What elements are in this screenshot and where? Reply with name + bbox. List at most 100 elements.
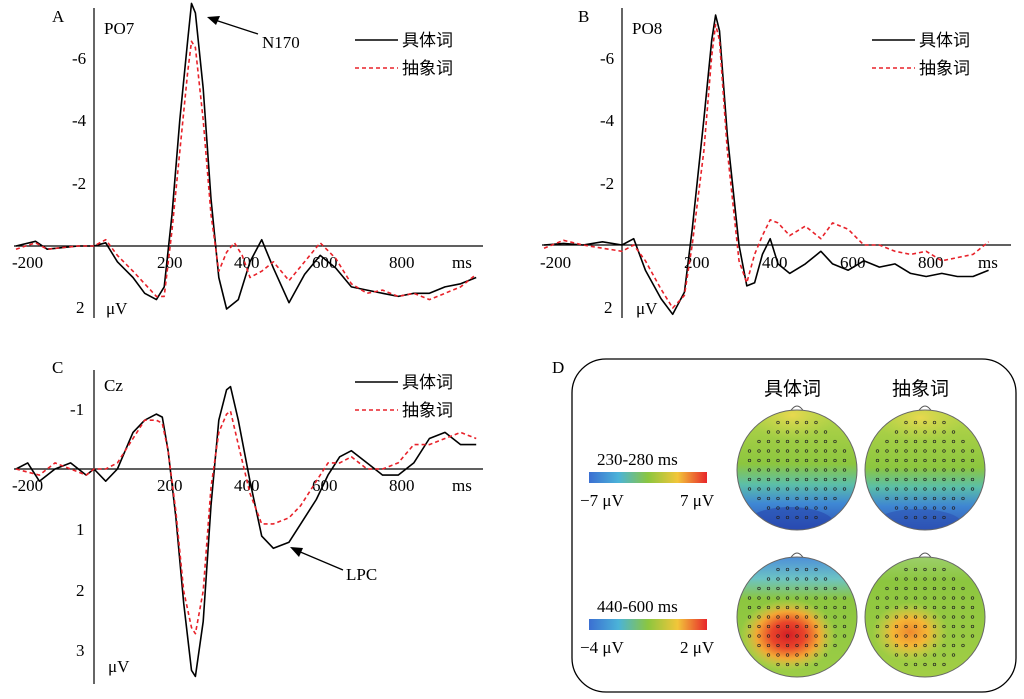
electrode-grid <box>747 420 847 520</box>
electrode-dot <box>904 567 908 572</box>
electrode-dot <box>913 634 918 638</box>
electrode-dot <box>961 439 965 444</box>
electrode-dot <box>776 449 780 453</box>
electrode-dot <box>913 596 918 600</box>
electrode-dot <box>951 586 956 591</box>
electrode-dot <box>961 458 965 463</box>
electrode-dot <box>913 439 918 444</box>
electrode-dot <box>885 477 889 482</box>
electrode-dot <box>747 634 752 638</box>
electrode-dot <box>970 596 975 600</box>
y-tick-b-2: -4 <box>600 111 615 130</box>
electrode-dot <box>951 615 956 619</box>
electrode-dot <box>823 624 828 629</box>
electrode-dot <box>913 662 918 667</box>
electrode-dot <box>842 605 847 610</box>
electrode-dot <box>804 496 809 501</box>
electrode-dot <box>970 634 975 638</box>
electrode-dot <box>970 477 975 482</box>
electrode-dot <box>894 615 899 619</box>
legend-label-c-2: 抽象词 <box>402 401 453 421</box>
electrode-dot <box>885 596 889 600</box>
electrode-dot <box>766 468 771 472</box>
annotation-arrowhead-a <box>207 16 220 25</box>
electrode-dot <box>913 586 918 591</box>
electrode-dot <box>814 596 818 600</box>
electrode-dot <box>795 477 799 482</box>
electrode-dot <box>785 487 790 491</box>
x-tick-b-4: 600 <box>840 253 866 272</box>
electrode-dot <box>757 615 761 619</box>
electrode-dot <box>923 439 927 444</box>
electrode-dot <box>776 586 780 591</box>
topomap-abstract-440-600 <box>864 552 986 678</box>
electrode-dot <box>747 624 752 629</box>
electrode-dot <box>923 468 927 472</box>
electrode-dot <box>904 515 908 520</box>
x-tick-c-1: -200 <box>12 476 43 495</box>
electrode-dot <box>942 420 946 425</box>
electrode-dot <box>785 449 790 453</box>
electrode-dot <box>833 624 837 629</box>
y-tick-c-1: -1 <box>70 400 84 419</box>
electrode-dot <box>932 577 937 581</box>
electrode-dot <box>814 634 818 638</box>
electrode-dot <box>833 586 837 591</box>
electrode-dot <box>757 596 761 600</box>
electrode-dot <box>932 506 937 510</box>
electrode-dot <box>894 439 899 444</box>
y-tick-c-2: 1 <box>76 520 85 539</box>
electrode-dot <box>932 653 937 657</box>
electrode-dot <box>766 624 771 629</box>
electrode-dot <box>932 605 937 610</box>
electrode-dot <box>885 605 889 610</box>
electrode-dot <box>942 634 946 638</box>
electrode-dot <box>804 420 809 425</box>
electrode-dot <box>823 477 828 482</box>
electrode-dot <box>747 487 752 491</box>
electrode-dot <box>904 439 908 444</box>
electrode-dot <box>804 477 809 482</box>
electrode-dot <box>913 605 918 610</box>
electrode-dot <box>923 458 927 463</box>
electrode-dot <box>757 605 761 610</box>
electrode-dot <box>942 506 946 510</box>
legend-label-a-2: 抽象词 <box>402 59 453 79</box>
y-tick-b-4: 2 <box>604 298 613 317</box>
y-unit-c: μV <box>108 657 130 676</box>
electrode-dot <box>932 449 937 453</box>
electrode-dot <box>833 634 837 638</box>
electrode-dot <box>904 624 908 629</box>
series-line-concrete <box>15 385 477 678</box>
electrode-dot <box>951 468 956 472</box>
electrode-dot <box>823 430 828 434</box>
y-tick-c-3: 2 <box>76 581 85 600</box>
electrode-dot <box>875 458 880 463</box>
electrode-dot <box>942 596 946 600</box>
series-line-concrete <box>543 14 989 316</box>
electrode-dot <box>932 634 937 638</box>
electrode-dot <box>932 458 937 463</box>
electrode-dot <box>923 577 927 581</box>
electrode-dot <box>766 615 771 619</box>
electrode-dot <box>894 477 899 482</box>
electrode-dot <box>785 458 790 463</box>
electrode-dot <box>961 449 965 453</box>
y-tick-a-3: -2 <box>72 174 86 193</box>
x-unit-c: ms <box>452 476 472 495</box>
electrode-dot <box>823 496 828 501</box>
electrode-dot <box>904 605 908 610</box>
electrode-dot <box>766 487 771 491</box>
electrode-dot <box>814 430 818 434</box>
electrode-dot <box>776 496 780 501</box>
electrode-dot <box>785 420 790 425</box>
electrode-dot <box>776 515 780 520</box>
panel-label-a: A <box>52 7 65 26</box>
electrode-dot <box>932 468 937 472</box>
electrode-dot <box>795 605 799 610</box>
electrode-dot <box>961 615 965 619</box>
x-tick-b-1: -200 <box>540 253 571 272</box>
electrode-dot <box>833 615 837 619</box>
electrode-dot <box>795 439 799 444</box>
